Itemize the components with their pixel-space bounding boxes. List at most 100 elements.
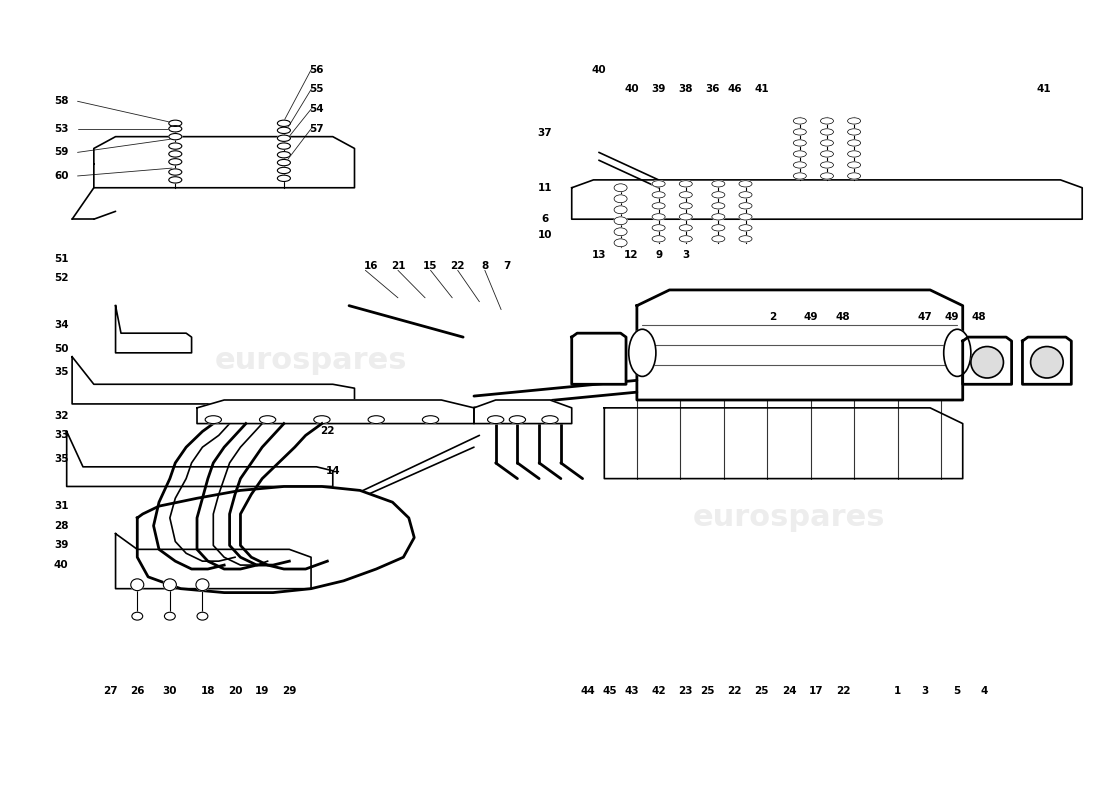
Ellipse shape bbox=[793, 162, 806, 168]
Text: 4: 4 bbox=[981, 686, 988, 696]
Text: 10: 10 bbox=[537, 230, 552, 240]
Ellipse shape bbox=[197, 612, 208, 620]
Text: 7: 7 bbox=[503, 262, 510, 271]
Ellipse shape bbox=[712, 181, 725, 187]
Ellipse shape bbox=[848, 162, 860, 168]
Text: 49: 49 bbox=[945, 313, 959, 322]
Text: eurospares: eurospares bbox=[693, 503, 886, 533]
Polygon shape bbox=[116, 534, 311, 589]
Ellipse shape bbox=[277, 159, 290, 166]
Ellipse shape bbox=[368, 416, 384, 423]
Ellipse shape bbox=[712, 214, 725, 220]
Ellipse shape bbox=[542, 416, 558, 423]
Ellipse shape bbox=[848, 140, 860, 146]
Ellipse shape bbox=[614, 195, 627, 202]
Ellipse shape bbox=[821, 151, 834, 157]
Ellipse shape bbox=[679, 192, 692, 198]
Ellipse shape bbox=[793, 173, 806, 179]
Ellipse shape bbox=[132, 612, 143, 620]
Ellipse shape bbox=[277, 143, 290, 150]
Text: 12: 12 bbox=[624, 250, 639, 259]
Text: 40: 40 bbox=[54, 560, 68, 570]
Ellipse shape bbox=[848, 151, 860, 157]
Ellipse shape bbox=[168, 134, 182, 140]
Ellipse shape bbox=[739, 225, 752, 231]
Ellipse shape bbox=[821, 118, 834, 124]
Ellipse shape bbox=[131, 579, 144, 590]
Text: 16: 16 bbox=[363, 262, 378, 271]
Text: 27: 27 bbox=[102, 686, 118, 696]
Text: 44: 44 bbox=[581, 686, 595, 696]
Polygon shape bbox=[962, 337, 1012, 384]
Ellipse shape bbox=[487, 416, 504, 423]
Ellipse shape bbox=[277, 175, 290, 182]
Ellipse shape bbox=[712, 202, 725, 209]
Ellipse shape bbox=[679, 214, 692, 220]
Ellipse shape bbox=[793, 151, 806, 157]
Text: 14: 14 bbox=[326, 466, 340, 476]
Text: 22: 22 bbox=[450, 262, 465, 271]
Ellipse shape bbox=[614, 228, 627, 236]
Ellipse shape bbox=[168, 177, 182, 183]
Text: 40: 40 bbox=[624, 85, 639, 94]
Ellipse shape bbox=[652, 225, 666, 231]
Text: 58: 58 bbox=[54, 96, 68, 106]
Text: 5: 5 bbox=[954, 686, 961, 696]
Ellipse shape bbox=[614, 206, 627, 214]
Polygon shape bbox=[116, 306, 191, 353]
Ellipse shape bbox=[848, 173, 860, 179]
Text: 57: 57 bbox=[309, 124, 323, 134]
Text: 34: 34 bbox=[54, 320, 68, 330]
Ellipse shape bbox=[168, 126, 182, 132]
Ellipse shape bbox=[277, 167, 290, 174]
Text: 6: 6 bbox=[541, 214, 548, 224]
Ellipse shape bbox=[739, 214, 752, 220]
Text: 15: 15 bbox=[424, 262, 438, 271]
Text: 56: 56 bbox=[309, 65, 323, 75]
Ellipse shape bbox=[712, 225, 725, 231]
Text: 13: 13 bbox=[592, 250, 606, 259]
Text: 41: 41 bbox=[755, 85, 769, 94]
Ellipse shape bbox=[739, 181, 752, 187]
Ellipse shape bbox=[848, 118, 860, 124]
Text: 24: 24 bbox=[782, 686, 796, 696]
Polygon shape bbox=[572, 333, 626, 384]
Text: 17: 17 bbox=[808, 686, 824, 696]
Ellipse shape bbox=[614, 217, 627, 225]
Text: 26: 26 bbox=[130, 686, 144, 696]
Text: 35: 35 bbox=[54, 454, 68, 464]
Text: 22: 22 bbox=[836, 686, 850, 696]
Ellipse shape bbox=[168, 169, 182, 175]
Polygon shape bbox=[94, 137, 354, 188]
Ellipse shape bbox=[277, 127, 290, 134]
Text: 21: 21 bbox=[390, 262, 405, 271]
Text: eurospares: eurospares bbox=[214, 346, 407, 375]
Text: 1: 1 bbox=[894, 686, 901, 696]
Ellipse shape bbox=[163, 579, 176, 590]
Ellipse shape bbox=[848, 129, 860, 135]
Polygon shape bbox=[474, 400, 572, 423]
Ellipse shape bbox=[168, 143, 182, 150]
Ellipse shape bbox=[793, 140, 806, 146]
Text: 3: 3 bbox=[921, 686, 928, 696]
Ellipse shape bbox=[422, 416, 439, 423]
Ellipse shape bbox=[196, 579, 209, 590]
Text: 42: 42 bbox=[651, 686, 666, 696]
Ellipse shape bbox=[652, 236, 666, 242]
Polygon shape bbox=[197, 400, 474, 423]
Text: 48: 48 bbox=[971, 313, 987, 322]
Ellipse shape bbox=[679, 202, 692, 209]
Text: 30: 30 bbox=[163, 686, 177, 696]
Ellipse shape bbox=[739, 236, 752, 242]
Ellipse shape bbox=[277, 120, 290, 126]
Ellipse shape bbox=[1031, 346, 1064, 378]
Ellipse shape bbox=[652, 214, 666, 220]
Text: 60: 60 bbox=[54, 171, 68, 181]
Text: 25: 25 bbox=[755, 686, 769, 696]
Text: 39: 39 bbox=[54, 541, 68, 550]
Text: 51: 51 bbox=[54, 254, 68, 263]
Ellipse shape bbox=[277, 151, 290, 158]
Text: 23: 23 bbox=[679, 686, 693, 696]
Text: 25: 25 bbox=[701, 686, 715, 696]
Ellipse shape bbox=[509, 416, 526, 423]
